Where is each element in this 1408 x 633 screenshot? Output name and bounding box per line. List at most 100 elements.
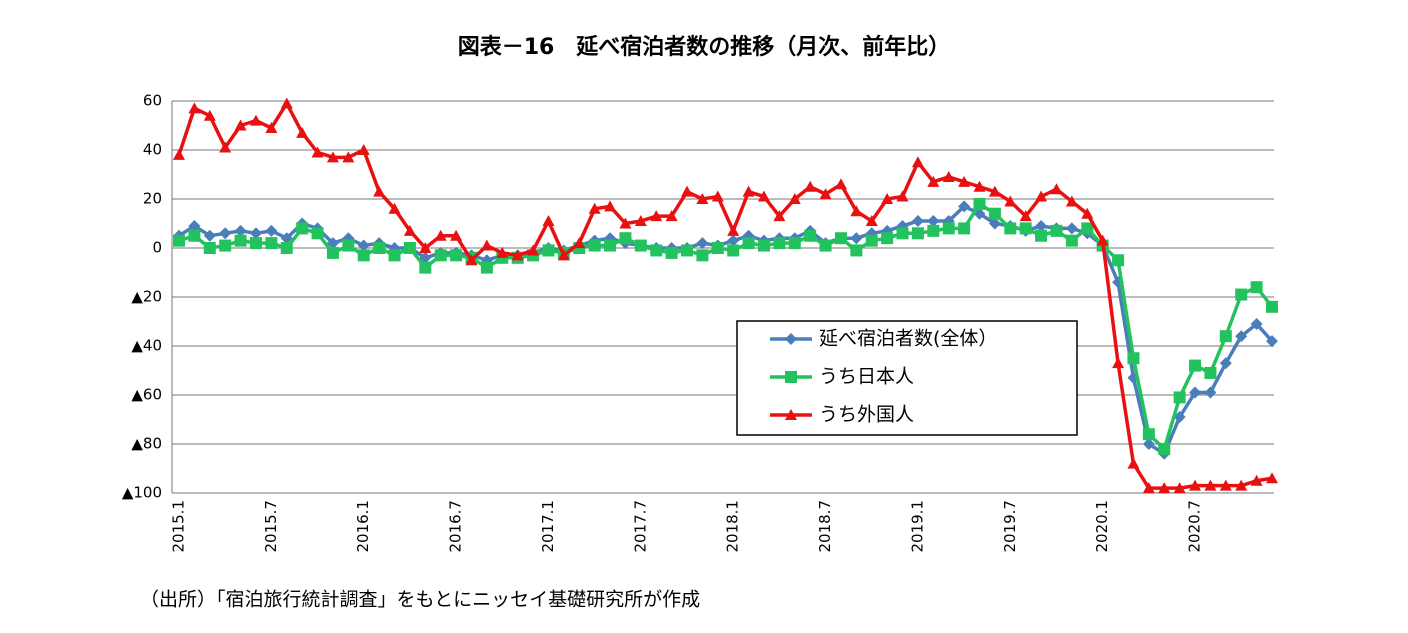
- point-marker: [1081, 222, 1094, 235]
- point-marker: [973, 197, 986, 210]
- point-marker: [296, 222, 309, 235]
- point-marker: [727, 244, 740, 257]
- point-marker: [280, 242, 293, 254]
- point-marker: [650, 210, 663, 222]
- legend-label: うち日本人: [819, 366, 914, 388]
- x-tick-label: 2015.7: [262, 500, 280, 553]
- point-marker: [203, 109, 216, 121]
- point-marker: [911, 227, 924, 240]
- x-tick-label: 2018.7: [816, 500, 834, 553]
- point-marker: [1004, 195, 1017, 207]
- point-marker: [788, 237, 801, 250]
- point-marker: [927, 224, 940, 237]
- point-marker: [450, 229, 463, 241]
- point-marker: [927, 175, 940, 187]
- point-marker: [527, 244, 540, 256]
- point-marker: [1173, 482, 1186, 494]
- source-note: （出所）「宿泊旅行統計調査」をもとにニッセイ基礎研究所が作成: [140, 589, 700, 611]
- point-marker: [1081, 207, 1094, 219]
- point-marker: [434, 229, 447, 241]
- point-marker: [265, 224, 278, 237]
- point-marker: [850, 244, 863, 257]
- y-tick-label: ▲40: [131, 337, 162, 355]
- point-marker: [1019, 222, 1032, 235]
- x-tick-label: 2016.7: [447, 500, 465, 553]
- point-marker: [249, 114, 262, 126]
- point-marker: [249, 237, 262, 250]
- point-marker: [665, 246, 678, 259]
- point-marker: [573, 237, 586, 249]
- point-marker: [265, 237, 278, 250]
- point-marker: [665, 210, 678, 222]
- point-marker: [296, 126, 309, 138]
- point-marker: [1204, 366, 1217, 379]
- point-marker: [1065, 234, 1078, 247]
- point-marker: [911, 215, 924, 228]
- point-marker: [865, 215, 878, 227]
- x-tick-label: 2015.1: [170, 500, 188, 553]
- legend-marker: [785, 333, 797, 345]
- point-marker: [681, 185, 694, 197]
- point-marker: [896, 227, 909, 240]
- point-marker: [1204, 386, 1217, 399]
- point-marker: [173, 234, 185, 247]
- point-marker: [1266, 300, 1278, 313]
- point-marker: [757, 239, 770, 252]
- point-marker: [465, 254, 478, 266]
- point-marker: [1189, 479, 1202, 491]
- series-line: [177, 101, 1273, 490]
- point-marker: [1250, 317, 1263, 330]
- point-marker: [342, 151, 355, 163]
- point-marker: [619, 232, 632, 245]
- point-marker: [958, 200, 971, 213]
- point-marker: [711, 242, 724, 254]
- point-marker: [588, 202, 601, 214]
- point-marker: [1127, 352, 1140, 365]
- point-marker: [1050, 183, 1063, 195]
- point-marker: [773, 210, 786, 222]
- point-marker: [1189, 386, 1202, 399]
- point-marker: [927, 215, 940, 228]
- point-marker: [1235, 479, 1248, 491]
- point-marker: [342, 239, 355, 252]
- point-marker: [219, 141, 232, 153]
- point-marker: [804, 180, 817, 192]
- point-marker: [373, 185, 386, 197]
- point-marker: [419, 261, 432, 274]
- point-marker: [326, 237, 339, 250]
- point-marker: [742, 237, 755, 250]
- y-tick-label: 0: [152, 239, 162, 257]
- point-marker: [850, 205, 863, 217]
- chart-title: 図表－16 延べ宿泊者数の推移（月次、前年比）: [458, 34, 951, 60]
- point-marker: [326, 246, 339, 259]
- point-marker: [1065, 222, 1078, 235]
- x-tick-label: 2020.7: [1186, 500, 1204, 553]
- point-marker: [542, 215, 555, 227]
- point-marker: [219, 239, 232, 252]
- point-marker: [696, 193, 709, 204]
- point-marker: [249, 227, 262, 240]
- point-marker: [942, 222, 955, 235]
- point-marker: [834, 178, 847, 190]
- point-marker: [188, 219, 201, 232]
- point-marker: [1142, 428, 1155, 441]
- point-marker: [388, 249, 401, 262]
- point-marker: [881, 232, 894, 245]
- y-tick-label: ▲60: [131, 386, 162, 404]
- point-marker: [1235, 288, 1248, 301]
- point-marker: [988, 217, 1001, 230]
- point-marker: [1235, 330, 1248, 343]
- point-marker: [1112, 357, 1125, 369]
- point-marker: [326, 151, 339, 163]
- point-marker: [634, 215, 647, 227]
- point-marker: [1266, 472, 1278, 484]
- point-marker: [1035, 190, 1048, 202]
- point-marker: [727, 234, 740, 247]
- point-marker: [681, 244, 694, 257]
- point-marker: [311, 146, 324, 158]
- point-marker: [1204, 479, 1217, 491]
- point-marker: [1219, 357, 1232, 370]
- point-marker: [480, 239, 493, 251]
- x-tick-label: 2017.7: [631, 500, 649, 553]
